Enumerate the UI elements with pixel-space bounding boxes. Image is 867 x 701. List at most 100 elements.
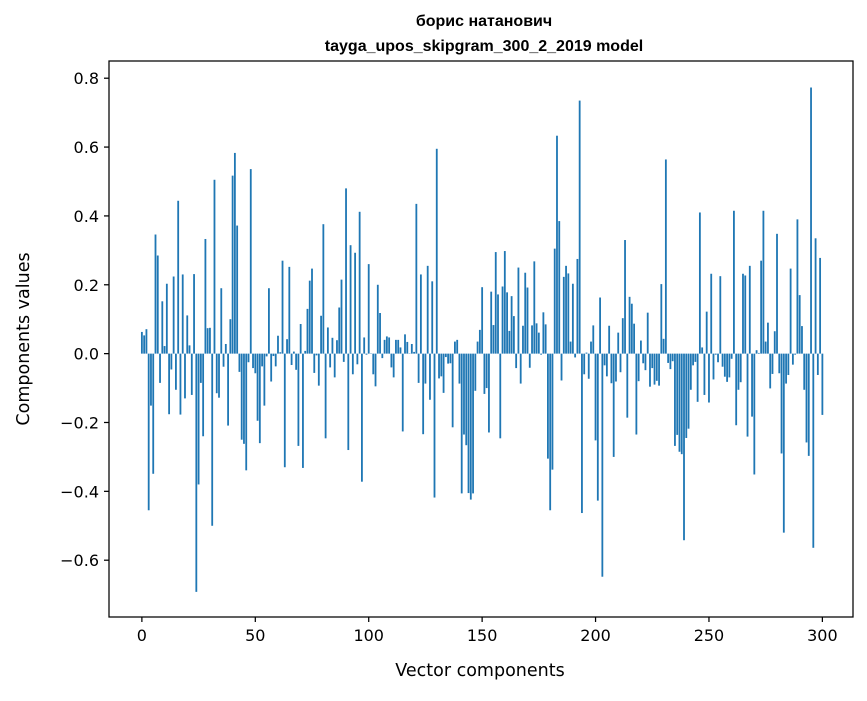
- bar: [733, 211, 735, 354]
- bar-series: [141, 88, 823, 592]
- bar: [411, 344, 413, 354]
- bar: [536, 323, 538, 353]
- bar: [794, 354, 796, 355]
- bar: [232, 176, 234, 354]
- bar: [431, 281, 433, 353]
- bar: [506, 292, 508, 353]
- bar: [753, 354, 755, 475]
- bar: [672, 354, 674, 362]
- bar: [481, 287, 483, 353]
- bar: [704, 354, 706, 395]
- bar: [270, 354, 272, 382]
- bar: [674, 354, 676, 446]
- y-tick-label: 0.6: [74, 138, 99, 157]
- bar: [275, 354, 277, 367]
- bar: [708, 354, 710, 403]
- bar: [268, 288, 270, 353]
- bar: [343, 354, 345, 362]
- bar: [549, 354, 551, 511]
- bar: [234, 153, 236, 354]
- bar: [279, 352, 281, 353]
- bar: [540, 354, 542, 355]
- bar: [803, 354, 805, 390]
- bar: [638, 354, 640, 382]
- bar: [472, 354, 474, 494]
- bar: [198, 354, 200, 485]
- bar: [642, 354, 644, 364]
- bar: [790, 269, 792, 354]
- bar: [556, 136, 558, 354]
- bar: [438, 354, 440, 379]
- bar: [227, 354, 229, 426]
- bar: [361, 354, 363, 482]
- x-tick-label: 100: [353, 626, 384, 645]
- bar: [751, 354, 753, 417]
- bar: [300, 324, 302, 354]
- bar: [263, 354, 265, 406]
- bar: [406, 342, 408, 354]
- bar: [452, 354, 454, 428]
- bar: [597, 354, 599, 501]
- bar: [470, 354, 472, 500]
- bar: [332, 338, 334, 354]
- bar: [434, 354, 436, 498]
- bar: [522, 326, 524, 354]
- bar: [322, 224, 324, 353]
- bar: [527, 288, 529, 354]
- bar: [604, 354, 606, 366]
- bar: [218, 354, 220, 398]
- bar: [570, 342, 572, 354]
- bar: [763, 211, 765, 354]
- y-tick-label: 0.4: [74, 207, 99, 226]
- bar: [150, 354, 152, 406]
- bar: [561, 354, 563, 381]
- bar: [393, 354, 395, 378]
- bar: [488, 354, 490, 433]
- bar: [756, 350, 758, 353]
- bar: [497, 294, 499, 353]
- bar: [395, 340, 397, 354]
- bar: [606, 354, 608, 377]
- bar: [372, 354, 374, 375]
- bar: [368, 264, 370, 354]
- bar: [740, 354, 742, 383]
- bar: [626, 354, 628, 418]
- bar: [649, 354, 651, 387]
- bar: [298, 354, 300, 446]
- bar: [781, 354, 783, 454]
- x-axis-label: Vector components: [395, 661, 564, 681]
- bar: [347, 354, 349, 450]
- bar: [443, 354, 445, 393]
- bar: [336, 340, 338, 353]
- bar: [252, 354, 254, 368]
- bar: [447, 354, 449, 364]
- bar: [640, 341, 642, 354]
- y-tick-label: 0.2: [74, 276, 99, 295]
- bar: [291, 354, 293, 365]
- bar: [563, 277, 565, 354]
- bar: [767, 323, 769, 354]
- bar: [772, 354, 774, 374]
- bar: [413, 352, 415, 354]
- bar: [157, 256, 159, 354]
- bar: [565, 266, 567, 354]
- bar: [735, 354, 737, 426]
- bar: [334, 354, 336, 378]
- bar: [379, 313, 381, 354]
- bar: [191, 354, 193, 395]
- bar: [363, 337, 365, 353]
- bar: [304, 351, 306, 354]
- bar: [692, 354, 694, 366]
- bar: [608, 326, 610, 354]
- bar: [490, 292, 492, 354]
- bar: [810, 88, 812, 354]
- bar: [311, 269, 313, 354]
- bar: [352, 354, 354, 375]
- bar: [220, 288, 222, 353]
- bar: [402, 354, 404, 432]
- bar: [313, 354, 315, 373]
- bar: [436, 149, 438, 354]
- bar: [769, 354, 771, 389]
